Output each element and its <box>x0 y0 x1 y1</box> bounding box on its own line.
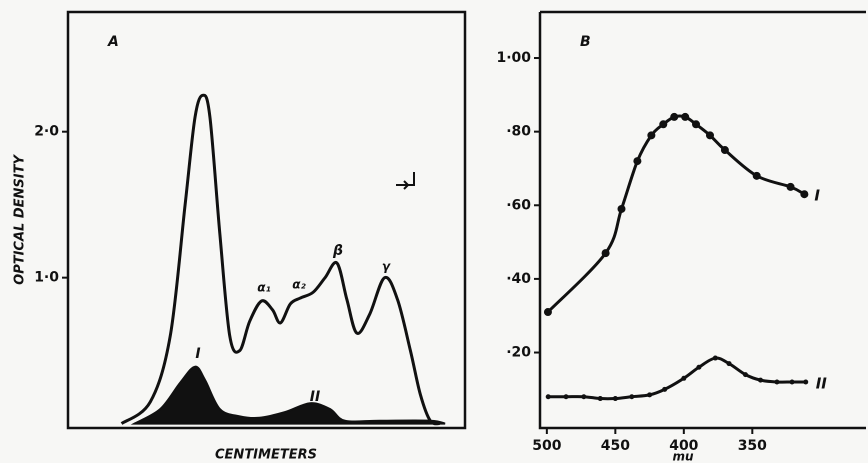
x-tick-label: 450 <box>601 438 630 454</box>
point <box>633 157 642 166</box>
panel-label: B <box>580 34 591 50</box>
point <box>726 361 732 367</box>
point <box>752 171 761 180</box>
point <box>597 396 603 402</box>
point <box>696 364 702 370</box>
point <box>692 120 701 129</box>
series-label: I <box>814 187 820 205</box>
point <box>563 394 569 400</box>
point <box>543 308 552 317</box>
point <box>712 355 718 361</box>
annotation: α₁ <box>257 281 271 295</box>
x-axis-label: CENTIMETERS <box>215 448 317 463</box>
line <box>120 93 441 426</box>
point <box>670 112 679 121</box>
series-label: II <box>816 374 828 392</box>
point <box>581 394 587 400</box>
y-tick-label: ·60 <box>506 197 531 213</box>
panel-a-frame <box>66 10 467 430</box>
point <box>647 131 656 140</box>
point <box>774 379 780 385</box>
y-tick-label: 2·0 <box>34 124 59 140</box>
point <box>758 377 764 383</box>
point <box>662 386 668 392</box>
y-tick-label: 1·0 <box>34 270 59 286</box>
annotation: β <box>332 243 343 259</box>
point <box>800 190 809 199</box>
panel-b-frame <box>538 10 866 430</box>
point <box>742 372 748 378</box>
y-tick-label: ·40 <box>506 271 531 287</box>
x-tick-label: 350 <box>738 438 767 454</box>
point <box>786 182 795 191</box>
annotation: α₂ <box>292 278 306 292</box>
point <box>789 379 795 385</box>
y-tick-label: ·80 <box>506 124 531 140</box>
annotation: II <box>310 389 320 405</box>
point <box>681 112 690 121</box>
point <box>705 131 714 140</box>
line <box>548 356 806 401</box>
x-tick-label: 500 <box>532 438 561 454</box>
annotation: γ <box>382 260 391 274</box>
point <box>617 204 626 213</box>
point <box>720 146 729 155</box>
area <box>130 365 446 425</box>
y-tick-label: 1·00 <box>496 50 531 66</box>
annotation: I <box>195 346 200 362</box>
point <box>612 396 618 402</box>
y-axis-label: OPTICAL DENSITY <box>13 154 28 285</box>
point <box>629 394 635 400</box>
mark-symbol <box>396 172 415 190</box>
point <box>545 394 551 400</box>
point <box>659 120 668 129</box>
x-tick-label: 400 <box>669 438 698 454</box>
point <box>681 375 687 381</box>
point <box>601 249 610 258</box>
point <box>803 379 809 385</box>
line <box>546 114 806 314</box>
panel-label: A <box>107 34 119 50</box>
x-axis-label: mu <box>672 450 694 463</box>
y-tick-label: ·20 <box>506 345 531 361</box>
point <box>647 392 653 398</box>
